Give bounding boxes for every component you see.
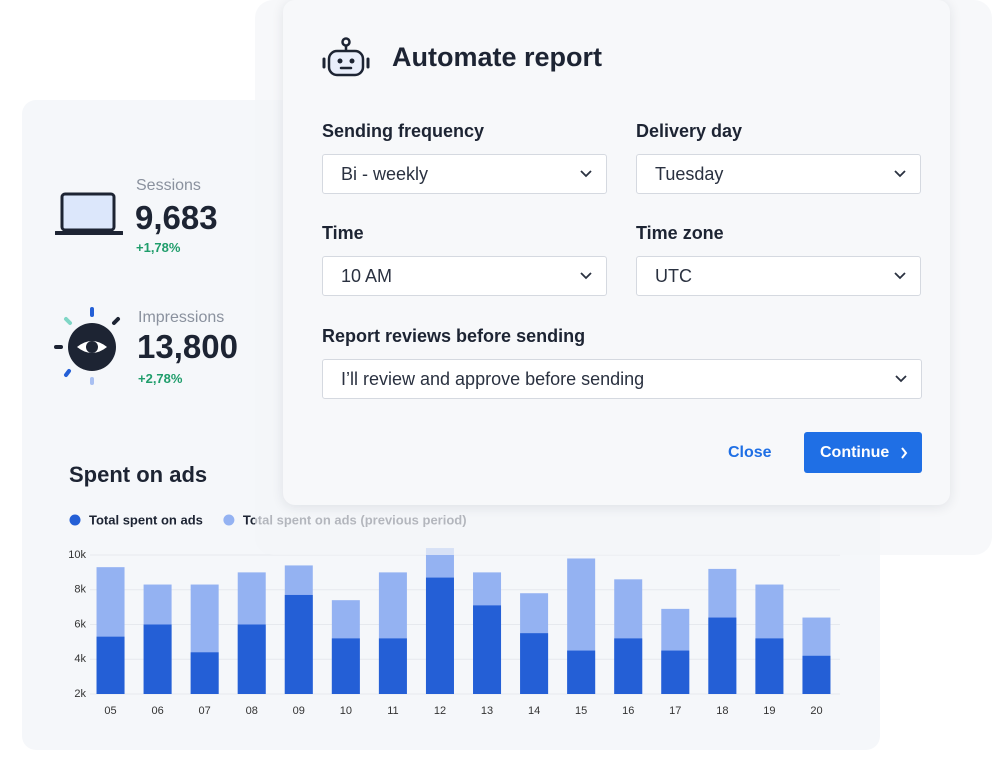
bar (614, 638, 643, 694)
stat-value: 9,683 (135, 199, 218, 236)
bar (661, 650, 690, 694)
field-label: Report reviews before sending (322, 326, 586, 346)
stat-value: 13,800 (137, 328, 238, 365)
dropdown[interactable]: 10 AM (322, 256, 607, 296)
laptop-icon (55, 192, 123, 235)
x-tick-label: 18 (716, 705, 728, 717)
y-tick-label: 4k (74, 653, 86, 665)
y-tick-label: 2k (74, 688, 86, 700)
modal-title: Automate report (392, 42, 603, 72)
chevron (901, 447, 908, 459)
chevron (895, 375, 907, 383)
x-tick-label: 07 (199, 705, 211, 717)
stat-change: +1,78% (136, 240, 181, 255)
x-tick-label: 14 (528, 705, 540, 717)
chart: Spent on ads 2k 4k 6k 8k 10k Total spent on a… (68, 462, 840, 717)
dropdown[interactable]: UTC (636, 256, 921, 296)
field-label: Time (322, 223, 364, 243)
legend-label: Total spent on ads (89, 512, 203, 527)
bar (567, 650, 596, 694)
bar (520, 633, 549, 694)
bar (802, 655, 831, 694)
x-tick-label: 15 (575, 705, 587, 717)
dropdown-value: I’ll review and approve before sending (341, 368, 645, 389)
chevron (894, 170, 906, 178)
stat-label: Sessions (136, 177, 201, 194)
y-tick-label: 10k (68, 549, 86, 561)
x-tick-label: 06 (151, 705, 163, 717)
bar (96, 636, 125, 694)
x-tick-label: 20 (810, 705, 822, 717)
stat-change: +2,78% (138, 371, 183, 386)
x-tick-label: 13 (481, 705, 493, 717)
chevron (894, 272, 906, 280)
dropdown-value: UTC (655, 265, 692, 286)
chevron (580, 272, 592, 280)
bar (237, 624, 266, 694)
dropdown[interactable]: I’ll review and approve before sending (322, 359, 922, 399)
bar (190, 652, 219, 694)
chevron (580, 170, 592, 178)
continue-label: Continue (820, 443, 890, 461)
dropdown[interactable]: Bi - weekly (322, 154, 607, 194)
bar (378, 638, 407, 694)
field-label: Sending frequency (322, 121, 485, 141)
modal (283, 0, 950, 505)
bar (284, 594, 313, 694)
legend-dot (223, 514, 235, 526)
chart-title: Spent on ads (69, 462, 207, 487)
legend-dot (69, 514, 81, 526)
x-tick-label: 10 (340, 705, 352, 717)
bar (473, 605, 502, 694)
bar (708, 617, 737, 694)
dropdown-value: Tuesday (655, 163, 724, 184)
bar (331, 638, 360, 694)
x-tick-label: 05 (104, 705, 116, 717)
x-tick-label: 09 (293, 705, 305, 717)
close-button[interactable]: Close (728, 444, 772, 461)
bar (425, 577, 454, 694)
x-tick-label: 16 (622, 705, 634, 717)
eye-icon (54, 307, 120, 385)
dropdown-value: 10 AM (341, 265, 393, 286)
robot-icon (322, 37, 370, 77)
x-tick-label: 12 (434, 705, 446, 717)
dropdown-value: Bi - weekly (341, 163, 429, 184)
continue-button[interactable]: Continue (804, 432, 922, 473)
x-tick-label: 17 (669, 705, 681, 717)
bar (143, 624, 172, 694)
dropdown[interactable]: Tuesday (636, 154, 921, 194)
x-tick-label: 08 (246, 705, 258, 717)
stat-label: Impressions (138, 309, 225, 326)
bar (755, 638, 784, 694)
x-tick-label: 19 (763, 705, 775, 717)
x-tick-label: 11 (387, 705, 398, 717)
field-label: Delivery day (636, 121, 743, 141)
y-tick-label: 6k (74, 618, 86, 630)
field-label: Time zone (636, 223, 724, 243)
y-tick-label: 8k (74, 584, 86, 596)
